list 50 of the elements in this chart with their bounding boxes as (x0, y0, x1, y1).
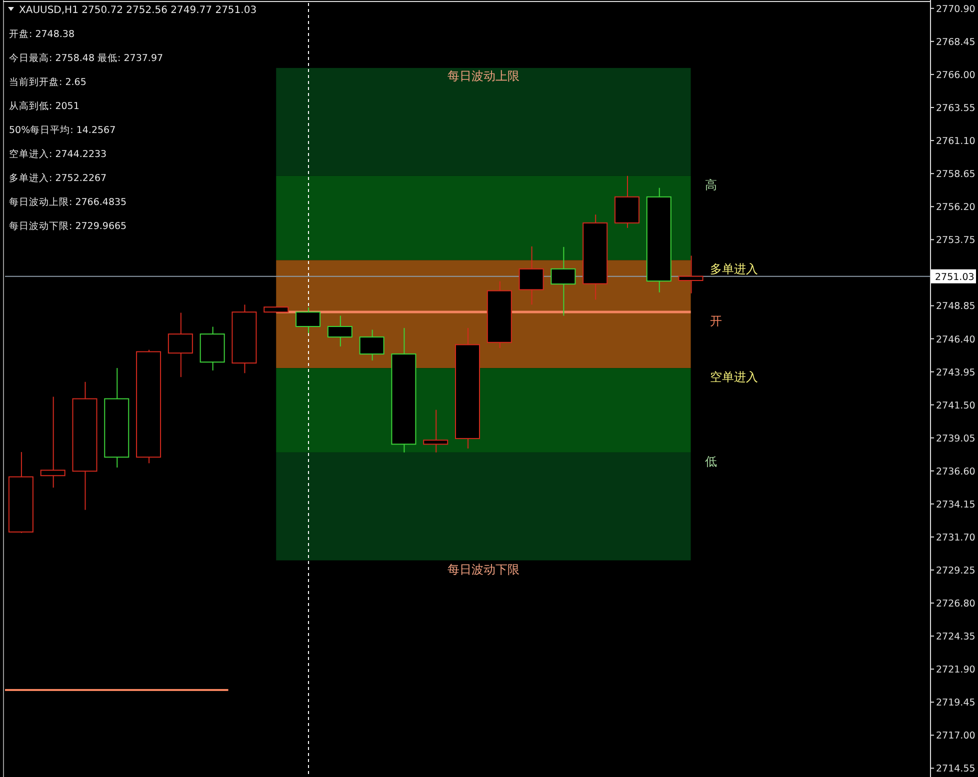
annotation: 空单进入: 2744.2233 (9, 148, 107, 160)
y-tick-label: 2743.95 (936, 367, 976, 378)
y-tick-label: 2717.00 (936, 730, 976, 742)
annotation: 高 (704, 178, 717, 192)
chart-title: XAUUSD,H1 2750.72 2752.56 2749.77 2751.03 (19, 5, 257, 16)
candlestick (550, 246, 576, 316)
y-tick-label: 2739.05 (936, 433, 976, 444)
y-tick-label: 2721.90 (936, 664, 976, 676)
candlestick (359, 329, 384, 361)
candlestick (327, 315, 352, 347)
annotation: 50%每日平均: 14.2567 (9, 124, 116, 136)
candlestick (678, 255, 704, 294)
annotation: 空单进入 (710, 370, 758, 384)
y-tick-label: 2741.50 (936, 400, 976, 412)
candlestick (40, 396, 66, 488)
y-tick-label: 2731.70 (936, 532, 976, 544)
annotation: 开盘: 2748.38 (9, 28, 75, 40)
band-label: 每日波动上限 (447, 68, 520, 83)
y-tick-label: 2734.15 (936, 499, 976, 510)
ref-line-label: 2751.03 (935, 272, 974, 283)
y-tick-label: 2763.55 (936, 103, 976, 114)
y-tick-label: 2756.20 (936, 202, 976, 214)
annotation: 每日波动上限: 2766.4835 (9, 196, 127, 208)
y-tick-label: 2753.75 (936, 235, 976, 246)
annotation: 每日波动下限: 2729.9665 (9, 220, 127, 232)
candlestick (518, 246, 544, 306)
y-tick-label: 2768.45 (936, 36, 976, 48)
y-tick-label: 2758.65 (936, 169, 976, 180)
annotation: 今日最高: 2758.48 最低: 2737.97 (9, 52, 164, 64)
y-tick-label: 2770.90 (936, 4, 976, 15)
candlestick (168, 312, 193, 378)
band-label: 每日波动下限 (447, 562, 520, 576)
ref-line-label: 开 (710, 314, 722, 328)
y-tick-label: 2766.00 (936, 70, 976, 81)
y-tick-label: 2736.60 (936, 466, 976, 478)
y-tick-label: 2724.35 (936, 632, 976, 643)
y-tick-label: 2714.55 (936, 764, 976, 775)
annotation: 多单进入 (710, 262, 758, 276)
y-tick-label: 2719.45 (936, 698, 976, 709)
annotation: 低 (704, 454, 717, 468)
annotation: 从高到低: 2051 (9, 100, 80, 112)
annotation: 当前到开盘: 2.65 (9, 76, 86, 88)
y-tick-label: 2746.40 (936, 334, 976, 346)
candlestick (423, 409, 448, 453)
y-tick-label: 2748.85 (936, 301, 976, 312)
y-tick-label: 2761.10 (936, 136, 976, 148)
y-tick-label: 2729.25 (936, 566, 976, 577)
candlestick (296, 306, 321, 334)
y-tick-label: 2726.80 (936, 598, 976, 610)
annotation: 多单进入: 2752.2267 (9, 172, 107, 184)
